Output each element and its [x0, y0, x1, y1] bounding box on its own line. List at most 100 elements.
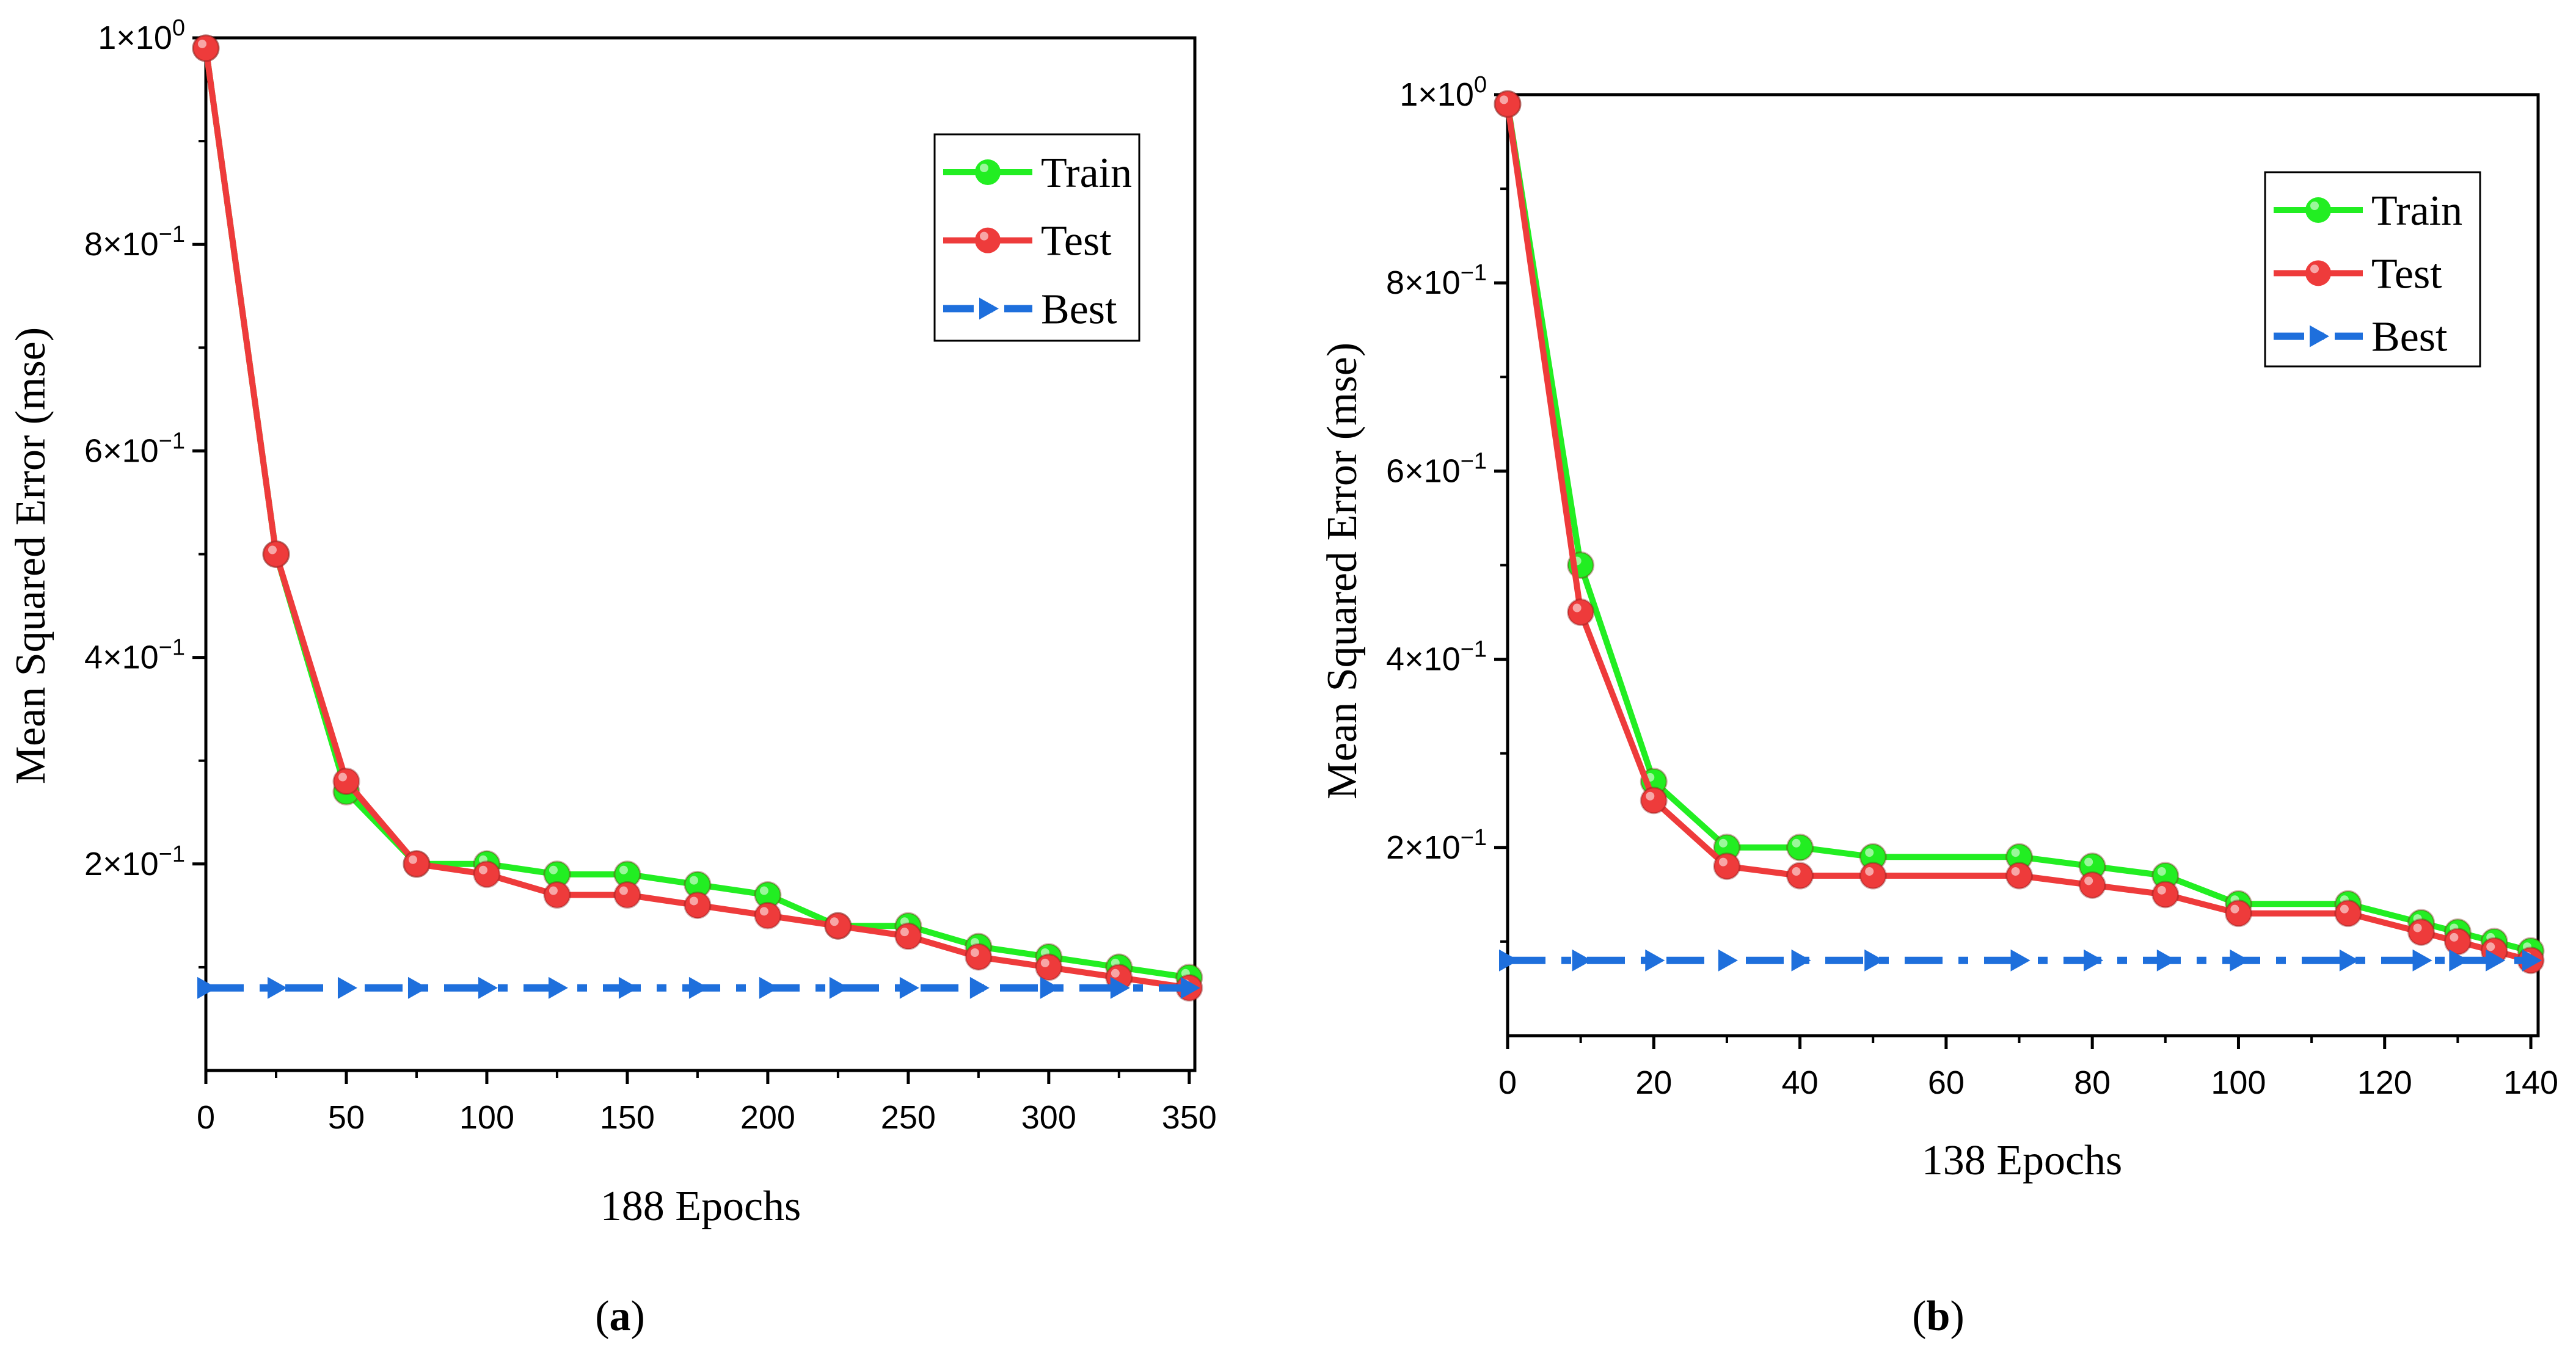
legend-label-test: Test	[2371, 250, 2442, 297]
data-point-highlight	[759, 907, 768, 916]
data-point-test	[1786, 862, 1814, 890]
data-point-best	[1180, 976, 1200, 999]
data-point-highlight	[1792, 838, 1801, 848]
data-point-best	[197, 976, 217, 999]
series-best	[1499, 949, 2542, 972]
legend-label-test: Test	[1041, 218, 1112, 265]
data-point-highlight	[1111, 969, 1120, 978]
data-point-test	[1494, 90, 1522, 118]
y-tick-label: 4×10−1	[84, 635, 185, 676]
data-point-test	[2407, 918, 2436, 946]
data-point-test	[543, 881, 571, 909]
data-point-train	[1786, 834, 1814, 862]
data-point-best	[2084, 949, 2104, 972]
data-point-test	[332, 768, 360, 796]
data-point-best	[969, 976, 990, 999]
data-point-highlight	[2413, 923, 2422, 932]
x-tick-label: 80	[2074, 1064, 2111, 1101]
data-point-highlight	[619, 886, 628, 895]
x-tick-label: 140	[2503, 1064, 2558, 1101]
x-tick-label: 120	[2357, 1064, 2412, 1101]
x-tick-label: 100	[2211, 1064, 2266, 1101]
legend-marker-best	[979, 297, 999, 320]
data-point-best	[1864, 949, 1885, 972]
x-tick-label: 250	[881, 1099, 936, 1136]
data-point-highlight	[338, 772, 347, 782]
panel-label: (a)	[595, 1293, 645, 1340]
data-point-highlight	[970, 948, 979, 957]
data-point-highlight	[549, 886, 558, 895]
legend-label-best: Best	[2371, 314, 2448, 361]
data-point-best	[1718, 949, 1738, 972]
data-point-test	[192, 34, 220, 62]
data-point-highlight	[2450, 932, 2459, 942]
data-point-test	[1859, 862, 1887, 890]
data-point-test	[2334, 900, 2362, 928]
data-point-highlight	[2157, 867, 2166, 876]
data-point-test	[2151, 881, 2180, 909]
series-best	[197, 976, 1200, 999]
legend-label-train: Train	[2371, 187, 2462, 234]
data-point-test	[262, 540, 290, 568]
y-tick-label: 2×10−1	[1386, 825, 1487, 866]
data-point-highlight	[619, 865, 628, 874]
data-point-best	[2010, 949, 2031, 972]
y-tick-label: 4×10−1	[1386, 637, 1487, 678]
x-tick-label: 200	[740, 1099, 795, 1136]
chart-panel-a: 0 50 100 150 200 250 300 350 2×10−1 4×10−1 6×10−1 8…	[7, 15, 1217, 1340]
x-tick-label: 50	[328, 1099, 365, 1136]
y-tick-label: 8×10−1	[1386, 260, 1487, 301]
y-tick-label: 1×100	[1399, 72, 1487, 113]
data-point-test	[1567, 598, 1595, 627]
data-point-best	[2156, 949, 2176, 972]
data-point-best	[829, 976, 849, 999]
x-tick-label: 100	[459, 1099, 514, 1136]
y-tick-label: 6×10−1	[1386, 448, 1487, 489]
data-point-best	[2412, 949, 2432, 972]
x-axis-title: 138 Epochs	[1922, 1137, 2123, 1184]
legend-marker-train	[2305, 197, 2331, 223]
data-point-best	[478, 976, 498, 999]
data-point-test	[2078, 871, 2106, 899]
data-point-best	[2449, 949, 2469, 972]
data-point-best	[337, 976, 357, 999]
data-point-best	[2339, 949, 2359, 972]
data-point-highlight	[2011, 867, 2020, 876]
legend-marker-test	[2305, 260, 2331, 286]
data-point-best	[2230, 949, 2250, 972]
data-point-highlight	[689, 896, 698, 906]
x-axis-title: 188 Epochs	[600, 1183, 801, 1230]
data-point-highlight	[198, 39, 206, 48]
x-tick-label: 300	[1021, 1099, 1076, 1136]
y-axis-title: Mean Squared Error (mse)	[1319, 343, 1366, 799]
legend-marker-highlight	[980, 231, 988, 241]
legend-marker-highlight	[2310, 264, 2319, 274]
data-point-highlight	[2340, 904, 2349, 914]
data-point-test	[684, 891, 712, 919]
data-point-highlight	[900, 928, 909, 937]
data-point-highlight	[2011, 848, 2020, 857]
data-point-best	[1645, 949, 1665, 972]
data-point-best	[1572, 949, 1592, 972]
x-tick-label: 350	[1162, 1099, 1217, 1136]
data-point-best	[1040, 976, 1060, 999]
x-tick-label: 20	[1635, 1064, 1672, 1101]
data-point-highlight	[2084, 876, 2093, 885]
data-point-highlight	[2084, 857, 2093, 867]
legend: Train Test Best	[2264, 171, 2481, 368]
data-point-best	[2486, 949, 2506, 972]
panel-label: (b)	[1912, 1293, 1965, 1340]
data-point-highlight	[1718, 857, 1728, 867]
data-point-highlight	[830, 917, 839, 926]
data-point-test	[2443, 928, 2472, 956]
data-point-highlight	[478, 865, 487, 874]
legend-marker-best	[2310, 325, 2329, 347]
data-point-highlight	[759, 886, 768, 895]
data-point-best	[899, 976, 919, 999]
data-point-highlight	[1718, 838, 1728, 848]
data-point-best	[759, 976, 779, 999]
data-point-best	[2522, 949, 2542, 972]
data-point-best	[548, 976, 568, 999]
x-tick-label: 60	[1928, 1064, 1965, 1101]
y-tick-label: 8×10−1	[84, 222, 185, 263]
